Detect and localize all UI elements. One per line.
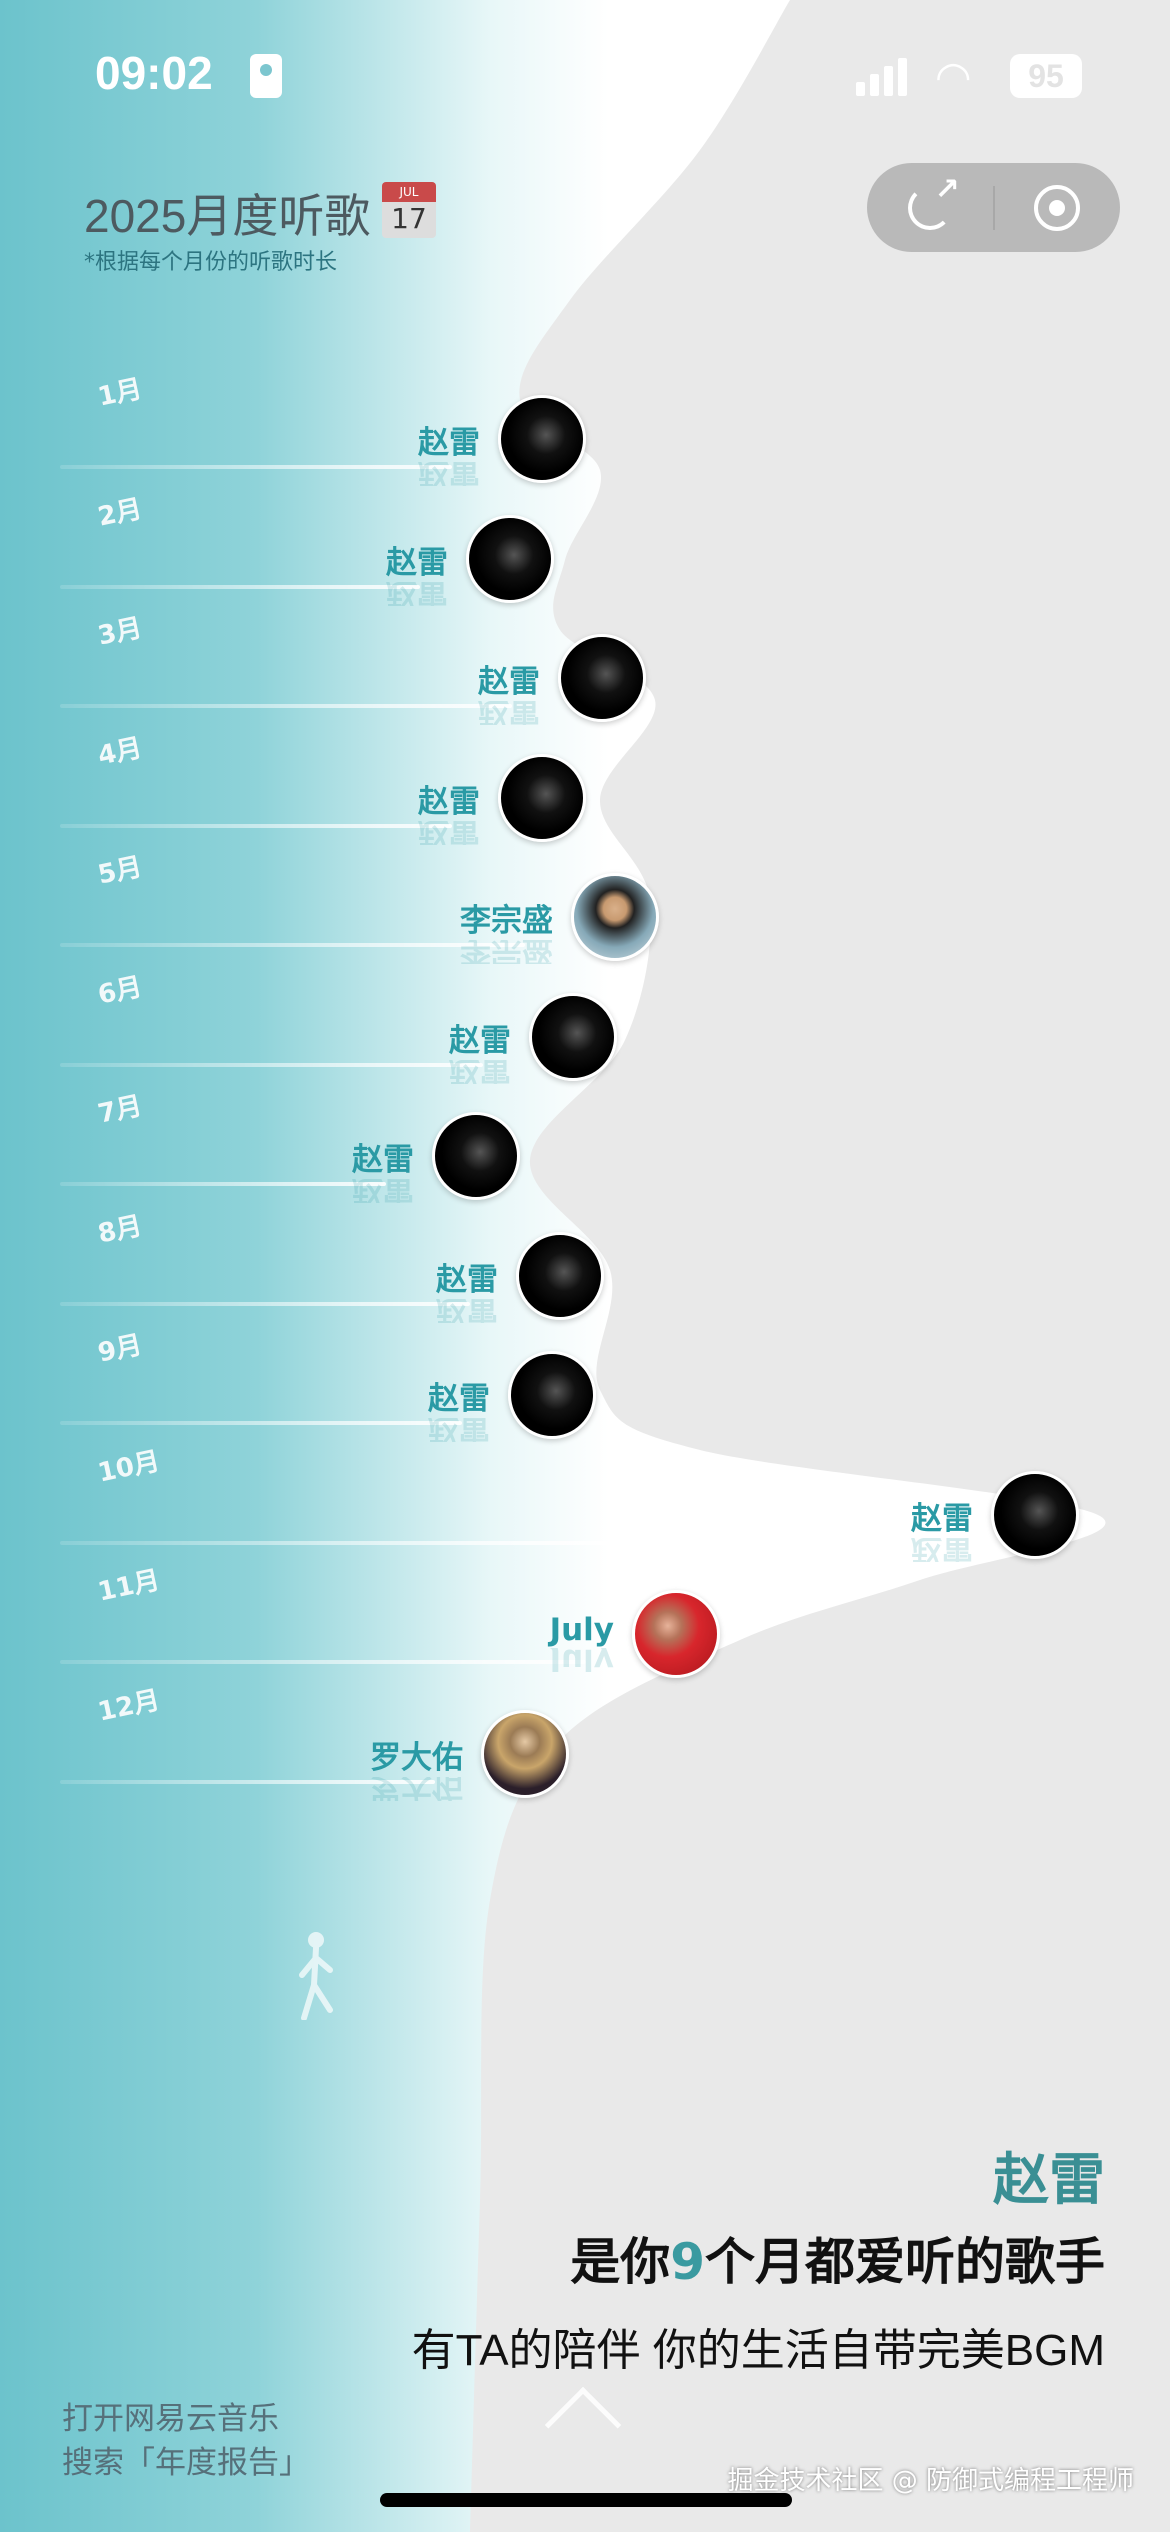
artist-label: 赵雷 <box>478 664 540 700</box>
artist-label: 赵雷 <box>911 1500 973 1537</box>
artist-name[interactable]: 赵雷 赵雷 <box>386 537 448 606</box>
artist-reflection: 赵雷 <box>352 1179 414 1203</box>
month-count: 9 <box>670 2233 705 2291</box>
calendar-icon: JUL 17 <box>382 182 436 238</box>
artist-name[interactable]: 赵雷 赵雷 <box>449 1015 511 1084</box>
wifi-icon: ◠ <box>935 52 972 101</box>
battery-icon: 95 <box>1010 54 1082 98</box>
headline-suffix: 个月都爱听的歌手 <box>705 2233 1105 2291</box>
month-line <box>60 1421 462 1425</box>
artist-reflection: 李宗盛 <box>460 940 553 964</box>
artist-reflection: 罗大佑 <box>370 1776 463 1801</box>
artist-avatar[interactable] <box>991 1470 1079 1559</box>
artist-avatar[interactable] <box>508 1351 596 1439</box>
page-subtitle: *根据每个月份的听歌时长 <box>84 250 338 275</box>
artist-label: 罗大佑 <box>370 1739 463 1776</box>
artist-avatar[interactable] <box>466 514 554 603</box>
person-card-icon <box>250 54 282 98</box>
summary-artist: 赵雷 <box>993 2148 1105 2213</box>
calendar-month: JUL <box>382 182 436 202</box>
artist-reflection: 赵雷 <box>418 462 480 486</box>
artist-avatar[interactable] <box>432 1112 520 1200</box>
artist-name[interactable]: 赵雷 赵雷 <box>428 1373 490 1442</box>
artist-avatar[interactable] <box>498 753 586 842</box>
artist-reflection: 赵雷 <box>418 820 480 845</box>
figure-illustration <box>296 1930 336 2021</box>
artist-avatar[interactable] <box>632 1590 720 1678</box>
month-line <box>60 1182 386 1186</box>
action-pill <box>867 163 1120 252</box>
artist-name[interactable]: 李宗盛 李宗盛 <box>460 895 553 964</box>
artist-reflection: 赵雷 <box>478 701 540 725</box>
artist-reflection: July <box>549 1648 614 1672</box>
artist-reflection: 赵雷 <box>386 581 448 606</box>
calendar-day: 17 <box>391 202 427 235</box>
target-icon <box>1034 184 1081 231</box>
artist-avatar[interactable] <box>558 634 646 722</box>
artist-name[interactable]: 赵雷 赵雷 <box>478 656 540 725</box>
month-line <box>60 943 525 947</box>
promo-line-1: 打开网易云音乐 <box>62 2401 279 2437</box>
record-button[interactable] <box>995 163 1121 252</box>
month-line <box>60 1301 470 1306</box>
month-line <box>60 465 452 469</box>
artist-label: 赵雷 <box>418 425 480 461</box>
artist-name[interactable]: 罗大佑 罗大佑 <box>370 1732 463 1801</box>
summary-subtext: 有TA的陪伴 你的生活自带完美BGM <box>411 2326 1105 2375</box>
divider <box>992 185 995 230</box>
headline-prefix: 是你 <box>570 2233 671 2291</box>
promo-line-2: 搜索「年度报告」 <box>62 2445 310 2481</box>
artist-label: 赵雷 <box>386 544 448 581</box>
artist-label: 李宗盛 <box>460 903 553 939</box>
month-line <box>60 1779 435 1784</box>
artist-avatar[interactable] <box>529 992 617 1081</box>
artist-avatar[interactable] <box>498 395 586 483</box>
status-time: 09:02 <box>95 47 213 99</box>
share-icon <box>907 172 960 230</box>
month-line <box>60 1062 483 1067</box>
home-indicator[interactable] <box>380 2493 792 2507</box>
artist-avatar[interactable] <box>481 1709 569 1798</box>
artist-reflection: 赵雷 <box>911 1537 973 1562</box>
month-line <box>60 1540 610 1545</box>
artist-reflection: 赵雷 <box>428 1418 490 1442</box>
artist-label: July <box>549 1612 614 1648</box>
artist-name[interactable]: 赵雷 赵雷 <box>911 1493 973 1562</box>
artist-name[interactable]: 赵雷 赵雷 <box>418 776 480 845</box>
artist-label: 赵雷 <box>418 783 480 820</box>
artist-name[interactable]: 赵雷 赵雷 <box>436 1254 498 1323</box>
artist-avatar[interactable] <box>516 1231 604 1320</box>
artist-reflection: 赵雷 <box>436 1298 498 1323</box>
gray-region <box>470 0 1170 2532</box>
month-line <box>60 704 512 708</box>
artist-label: 赵雷 <box>352 1142 414 1178</box>
artist-label: 赵雷 <box>436 1261 498 1298</box>
artist-label: 赵雷 <box>428 1381 490 1417</box>
watermark: 掘金技术社区 @ 防御式编程工程师 <box>727 2466 1134 2496</box>
month-line <box>60 584 420 589</box>
month-line <box>60 1660 586 1664</box>
cellular-signal-icon <box>856 58 907 96</box>
artist-reflection: 赵雷 <box>449 1059 511 1084</box>
artist-name[interactable]: 赵雷 赵雷 <box>418 417 480 486</box>
artist-name[interactable]: July July <box>550 1612 614 1672</box>
artist-label: 赵雷 <box>449 1022 511 1059</box>
summary-headline: 是你9个月都爱听的歌手 <box>570 2222 1105 2294</box>
artist-name[interactable]: 赵雷 赵雷 <box>352 1134 414 1203</box>
share-button[interactable] <box>867 163 993 252</box>
page-title: 2025月度听歌 <box>84 190 371 242</box>
month-line <box>60 823 452 828</box>
artist-avatar[interactable] <box>571 873 659 961</box>
